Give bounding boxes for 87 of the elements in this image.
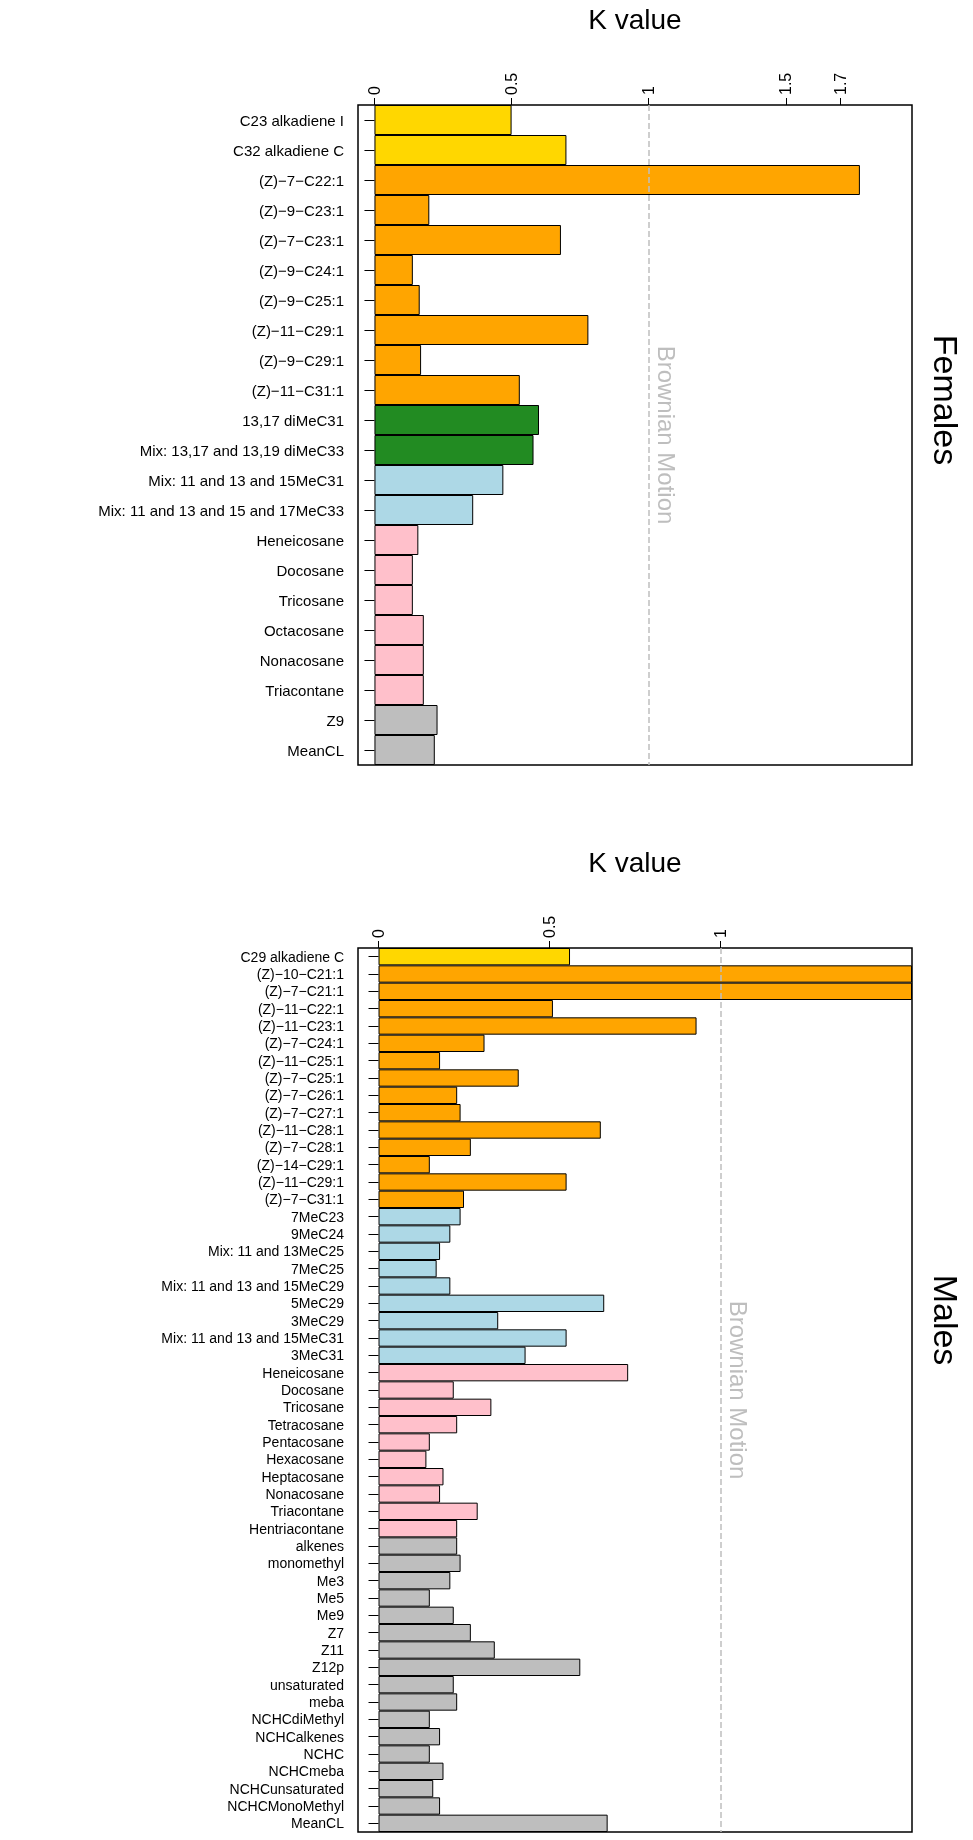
y-tick-label: Me3 — [316, 1572, 345, 1589]
y-tick-label: (Z)−7−C28:1 — [264, 1139, 345, 1156]
y-tick-label: Triacontane — [270, 1503, 345, 1520]
y-tick-label: Mix: 13,17 and 13,19 diMeC33 — [139, 441, 344, 459]
y-tick-label: Mix: 11 and 13 and 15MeC31 — [148, 471, 344, 489]
y-tick-label: 9MeC24 — [291, 1226, 345, 1242]
y-tick-label: C29 alkadiene C — [240, 948, 344, 965]
y-tick-label: (Z)−7−C22:1 — [258, 171, 344, 189]
y-tick-label: Z12p — [312, 1659, 345, 1676]
y-tick-label: (Z)−7−C26:1 — [264, 1087, 345, 1104]
y-tick-label: Nonacosane — [259, 651, 344, 669]
x-tick-label: 0.5 — [503, 72, 521, 95]
y-tick-label: (Z)−7−C23:1 — [258, 231, 344, 249]
text: Males — [927, 1274, 965, 1366]
y-tick-label: C32 alkadiene C — [233, 141, 345, 159]
y-tick-label: (Z)−11−C28:1 — [257, 1122, 345, 1138]
y-tick-label: (Z)−11−C22:1 — [257, 1000, 345, 1017]
y-tick-label: (Z)−9−C25:1 — [258, 291, 344, 309]
y-tick-label: (Z)−7−C25:1 — [264, 1070, 345, 1086]
y-tick-label: 7MeC25 — [291, 1260, 345, 1277]
y-tick-label: Hentriacontane — [249, 1520, 345, 1537]
ref-line-label: Brownian Motion — [653, 345, 681, 525]
y-tick-label: (Z)−11−C29:1 — [257, 1174, 345, 1190]
y-tick-label: Me9 — [316, 1607, 345, 1624]
y-tick-label: C23 alkadiene I — [239, 111, 344, 129]
y-tick-label: 5MeC29 — [291, 1295, 345, 1312]
y-tick-label: 3MeC31 — [291, 1347, 345, 1364]
y-tick-label: Z9 — [326, 711, 344, 729]
y-tick-label: NCHCmeba — [268, 1763, 345, 1780]
y-tick-label: MeanCL — [287, 741, 344, 759]
y-tick-label: Heptacosane — [261, 1468, 345, 1485]
ref-line-label: Brownian Motion — [724, 1300, 752, 1480]
y-tick-label: NCHCdiMethyl — [251, 1711, 344, 1728]
y-tick-label: Mix: 11 and 13 and 15MeC29 — [161, 1278, 345, 1294]
y-tick-label: Tricosane — [283, 1399, 345, 1416]
y-tick-label: (Z)−9−C29:1 — [258, 351, 344, 369]
x-tick-label: 1 — [640, 86, 658, 95]
y-tick-label: 13,17 diMeC31 — [242, 411, 344, 429]
y-tick-label: (Z)−7−C31:1 — [264, 1191, 345, 1208]
y-tick-label: Docosane — [276, 561, 344, 579]
y-tick-label: NCHC — [303, 1746, 344, 1762]
x-tick-label: 1.5 — [777, 72, 795, 95]
y-tick-label: Pentacosane — [262, 1434, 345, 1450]
y-tick-label: Octacosane — [263, 621, 344, 639]
y-tick-label: (Z)−11−C23:1 — [257, 1018, 345, 1034]
x-tick-label: 0 — [370, 929, 388, 938]
y-tick-label: alkenes — [295, 1538, 344, 1554]
y-tick-label: NCHCMonoMethyl — [227, 1798, 344, 1814]
x-tick-label: 1 — [711, 929, 729, 938]
y-tick-label: Z7 — [327, 1624, 345, 1641]
x-tick-label: 0.5 — [541, 915, 559, 938]
text: Females — [927, 334, 965, 466]
y-tick-label: (Z)−11−C29:1 — [251, 321, 344, 339]
y-tick-label: (Z)−7−C24:1 — [264, 1035, 345, 1052]
y-tick-label: monomethyl — [267, 1555, 344, 1572]
y-tick-label: (Z)−7−C27:1 — [264, 1104, 345, 1121]
y-tick-label: (Z)−9−C23:1 — [258, 201, 344, 219]
y-tick-label: Mix: 11 and 13MeC25 — [208, 1243, 345, 1260]
y-tick-label: Me5 — [316, 1590, 345, 1606]
y-tick-label: (Z)−9−C24:1 — [258, 261, 344, 279]
y-tick-label: Tricosane — [278, 591, 344, 609]
y-tick-label: Z11 — [320, 1642, 345, 1658]
y-tick-label: Nonacosane — [265, 1486, 345, 1502]
y-tick-label: Hexacosane — [266, 1451, 345, 1468]
y-tick-label: 7MeC23 — [291, 1208, 345, 1225]
y-tick-label: meba — [308, 1694, 345, 1710]
y-tick-label: Mix: 11 and 13 and 15MeC31 — [161, 1330, 345, 1346]
y-tick-label: unsaturated — [270, 1676, 344, 1693]
y-tick-label: (Z)−14−C29:1 — [256, 1156, 345, 1173]
x-tick-label: 1.7 — [832, 72, 850, 95]
y-tick-label: 3MeC29 — [291, 1312, 345, 1329]
y-tick-label: Mix: 11 and 13 and 15 and 17MeC33 — [98, 501, 344, 519]
y-tick-label: NCHCalkenes — [255, 1728, 344, 1745]
x-axis-title: K value — [588, 3, 682, 35]
y-tick-label: Heneicosane — [256, 531, 344, 549]
x-axis-title: K value — [588, 846, 682, 878]
y-tick-label: Docosane — [280, 1382, 345, 1398]
y-tick-label: (Z)−10−C21:1 — [256, 966, 345, 982]
y-tick-label: (Z)−11−C31:1 — [251, 381, 344, 399]
y-tick-label: (Z)−7−C21:1 — [264, 983, 345, 1000]
y-tick-label: MeanCL — [291, 1815, 345, 1832]
y-tick-label: Heneicosane — [262, 1364, 345, 1381]
y-tick-label: NCHCunsaturated — [229, 1780, 344, 1797]
x-tick-label: 0 — [365, 86, 383, 95]
y-tick-label: (Z)−11−C25:1 — [257, 1052, 345, 1069]
y-tick-label: Tetracosane — [267, 1416, 345, 1433]
y-tick-label: Triacontane — [265, 681, 344, 699]
